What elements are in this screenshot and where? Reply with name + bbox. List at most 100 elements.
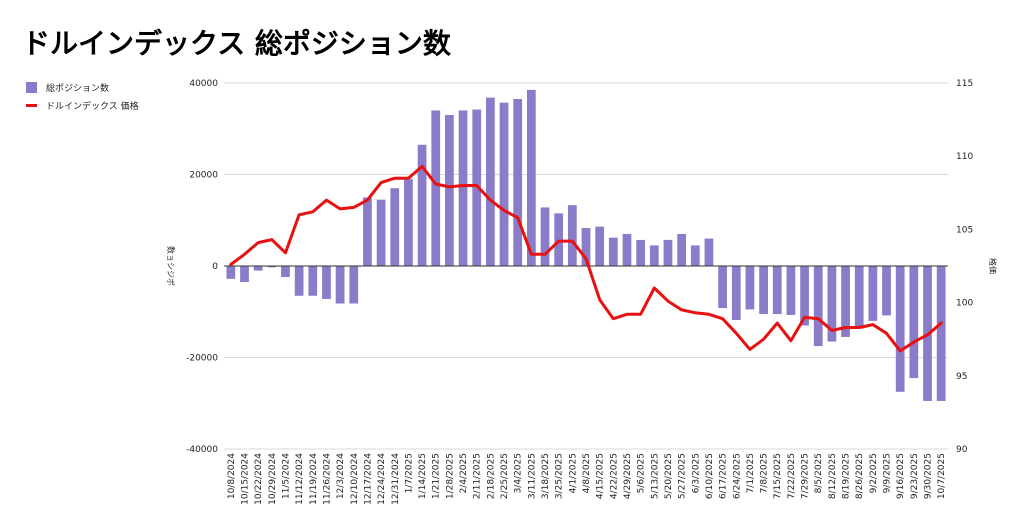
- x-tick-label: 7/15/2025: [773, 453, 783, 499]
- bar: [649, 245, 659, 266]
- bar: [363, 197, 372, 266]
- x-tick-label: 1/21/2025: [432, 453, 442, 499]
- x-tick-label: 10/22/2024: [254, 453, 264, 505]
- legend: 総ポジション数 ドルインデックス 価格: [26, 78, 139, 114]
- bar: [458, 110, 468, 266]
- bar: [472, 109, 482, 266]
- x-tick-label: 4/29/2025: [623, 453, 633, 499]
- x-tick-label: 11/12/2024: [295, 453, 305, 505]
- bar: [226, 266, 236, 279]
- x-tick-label: 2/4/2025: [459, 453, 469, 493]
- x-tick-label: 9/23/2025: [910, 453, 920, 499]
- bar: [704, 238, 714, 266]
- x-tick-label: 8/12/2025: [828, 453, 838, 499]
- x-tick-label: 4/22/2025: [609, 453, 619, 499]
- bar: [581, 228, 591, 266]
- bar: [759, 266, 768, 315]
- x-tick-label: 11/5/2024: [281, 453, 291, 499]
- bar: [909, 266, 919, 379]
- bar: [895, 266, 905, 392]
- x-tick-label: 2/11/2025: [473, 453, 483, 499]
- legend-label-bars: 総ポジション数: [46, 83, 110, 94]
- bar: [240, 266, 249, 283]
- x-tick-label: 3/18/2025: [541, 453, 551, 499]
- bar: [294, 266, 304, 296]
- bar: [567, 205, 577, 266]
- legend-item-line: ドルインデックス 価格: [26, 96, 139, 114]
- price-line: [229, 164, 943, 353]
- bar: [267, 266, 277, 268]
- x-tick-label: 5/20/2025: [664, 453, 674, 499]
- bar: [322, 266, 331, 299]
- bar: [882, 266, 891, 316]
- x-tick-label: 4/8/2025: [582, 453, 592, 493]
- x-tick-label: 6/3/2025: [691, 453, 701, 493]
- x-tick-label: 8/5/2025: [814, 453, 824, 493]
- x-tick-label: 6/17/2025: [719, 453, 729, 499]
- bar: [417, 144, 427, 266]
- bar: [841, 266, 850, 337]
- x-tick-label: 3/4/2025: [514, 453, 524, 493]
- left-axis-label: 数ョシジポ: [166, 246, 176, 286]
- left-tick-label: 20000: [189, 171, 218, 181]
- x-tick-label: 3/11/2025: [527, 453, 537, 499]
- x-tick-label: 10/15/2024: [240, 453, 250, 505]
- bar: [595, 226, 605, 266]
- bar: [376, 199, 386, 266]
- x-tick-label: 12/10/2024: [350, 453, 360, 505]
- bar: [868, 266, 878, 321]
- right-axis-label: 格価: [988, 258, 998, 274]
- x-tick-label: 12/3/2024: [336, 453, 346, 499]
- x-tick-label: 10/29/2024: [268, 453, 278, 505]
- x-tick-label: 12/24/2024: [377, 453, 387, 505]
- bar: [786, 266, 796, 315]
- bar: [936, 266, 946, 401]
- x-tick-label: 3/25/2025: [555, 453, 565, 499]
- x-tick-label: 8/19/2025: [842, 453, 852, 499]
- bar: [677, 233, 686, 266]
- x-tick-label: 1/14/2025: [418, 453, 428, 499]
- bar: [690, 245, 700, 266]
- x-tick-label: 9/2/2025: [869, 453, 879, 493]
- x-tick-label: 12/31/2024: [391, 453, 401, 505]
- x-tick-label: 9/9/2025: [883, 453, 893, 493]
- bar: [772, 266, 782, 315]
- bar: [813, 266, 823, 347]
- bar: [335, 266, 345, 304]
- x-tick-label: 5/27/2025: [678, 453, 688, 499]
- bar: [731, 266, 741, 320]
- x-tick-label: 11/26/2024: [322, 453, 332, 505]
- bar: [827, 266, 837, 342]
- bar: [526, 89, 536, 266]
- bar: [445, 115, 454, 267]
- bar: [800, 266, 809, 326]
- x-tick-label: 7/8/2025: [760, 453, 770, 493]
- bar: [404, 179, 413, 266]
- x-tick-label: 1/28/2025: [445, 453, 455, 499]
- left-tick-label: 40000: [189, 79, 218, 89]
- bar: [431, 110, 441, 266]
- right-tick-label: 110: [956, 152, 973, 162]
- x-tick-label: 10/8/2024: [227, 453, 237, 499]
- x-tick-label: 2/18/2025: [486, 453, 496, 499]
- x-tick-label: 5/6/2025: [637, 453, 647, 493]
- right-tick-label: 90: [956, 445, 968, 455]
- x-tick-label: 7/22/2025: [787, 453, 797, 499]
- left-tick-label: 0: [212, 262, 218, 272]
- bar: [513, 99, 523, 266]
- x-tick-label: 7/1/2025: [746, 453, 756, 493]
- bar: [608, 237, 618, 266]
- right-tick-label: 100: [956, 299, 973, 309]
- bar: [253, 266, 263, 271]
- bar: [854, 266, 864, 329]
- x-tick-label: 4/1/2025: [568, 453, 578, 493]
- x-tick-label: 10/7/2025: [937, 453, 947, 499]
- bar: [636, 239, 646, 266]
- x-tick-label: 7/29/2025: [801, 453, 811, 499]
- x-tick-label: 6/24/2025: [732, 453, 742, 499]
- right-tick-label: 95: [956, 372, 967, 382]
- right-tick-label: 105: [956, 225, 973, 235]
- legend-label-line: ドルインデックス 価格: [46, 101, 139, 112]
- x-tick-label: 4/15/2025: [596, 453, 606, 499]
